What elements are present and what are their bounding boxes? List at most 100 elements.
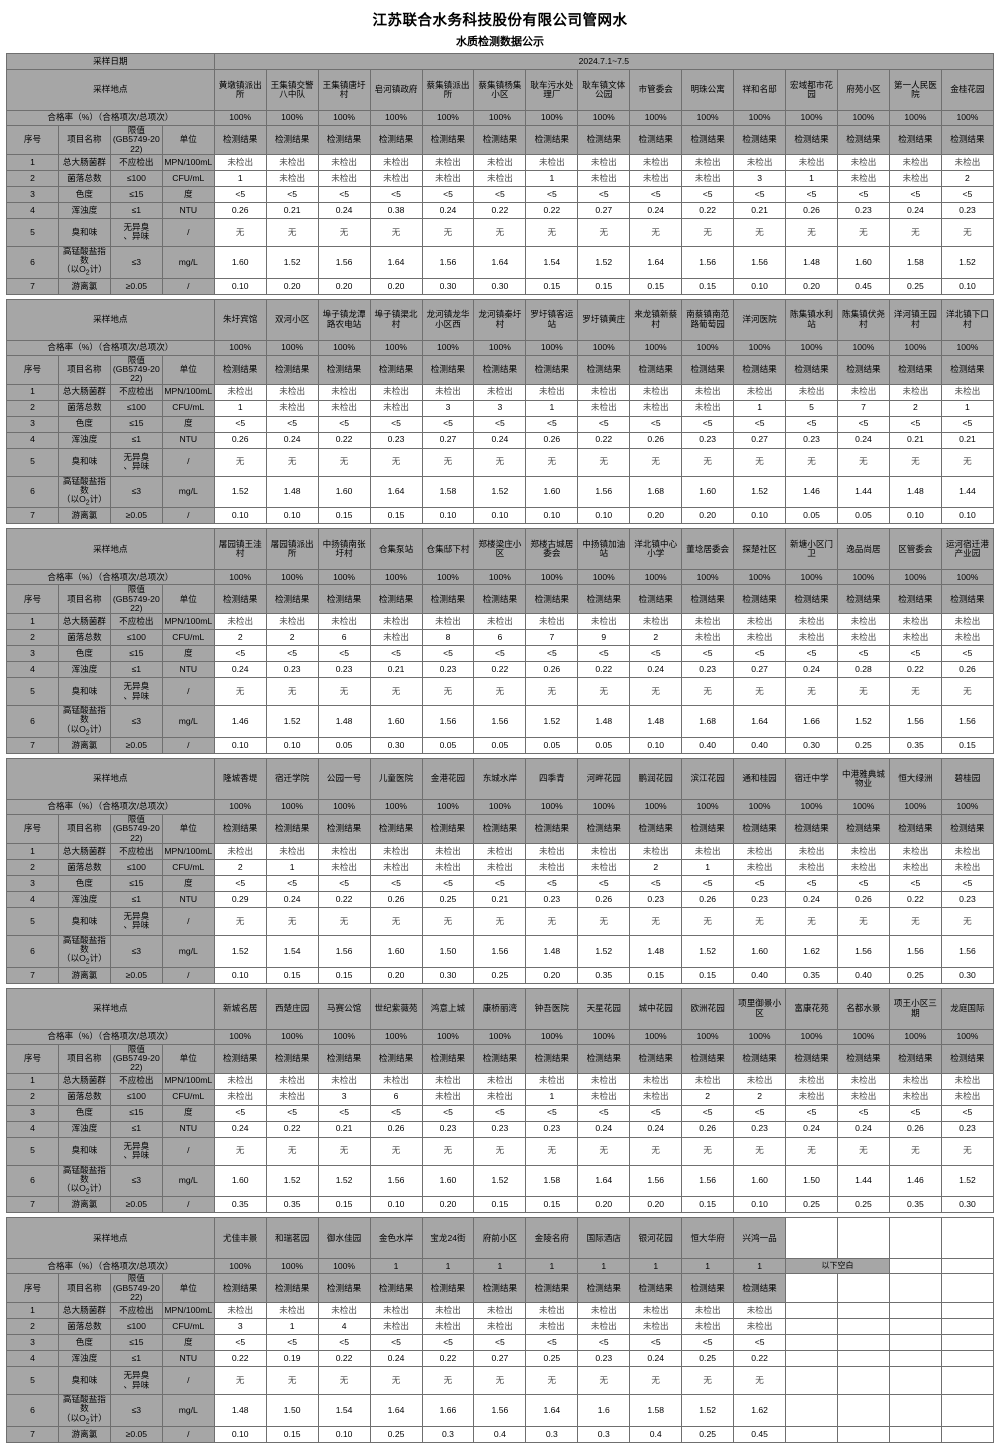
location-header[interactable]: 天星花园 xyxy=(577,987,631,1030)
location-header[interactable]: 蔡集镇杨集小区 xyxy=(473,69,527,111)
location-header[interactable]: 龙庭国际 xyxy=(940,987,995,1030)
location-header[interactable]: 府苑小区 xyxy=(837,69,890,111)
location-header[interactable]: 耿车污水处理厂 xyxy=(525,69,579,111)
location-header[interactable]: 项里御景小区 xyxy=(733,987,787,1030)
location-header[interactable]: 明珠公寓 xyxy=(681,69,735,111)
measurement-cell: 未检出 xyxy=(940,1088,995,1106)
location-header[interactable]: 康桥丽湾 xyxy=(473,987,527,1030)
location-header[interactable]: 区管委会 xyxy=(888,528,942,571)
location-header[interactable]: 朱圩宾馆 xyxy=(213,298,267,341)
measurement-cell: 1.46 xyxy=(785,475,838,509)
location-header[interactable]: 府前小区 xyxy=(473,1217,527,1260)
measurement-cell: 0.22 xyxy=(317,890,371,908)
location-header[interactable]: 世纪紫薇苑 xyxy=(369,987,423,1030)
location-header[interactable]: 第一人民医院 xyxy=(888,69,942,111)
location-header[interactable]: 祥和名邸 xyxy=(733,69,787,111)
location-header[interactable]: 仓集泵站 xyxy=(369,528,423,571)
measurement-cell: 未检出 xyxy=(525,1318,579,1336)
location-header[interactable]: 项王小区三期 xyxy=(888,987,942,1030)
location-header[interactable]: 陈集镇伏尧村 xyxy=(837,298,890,341)
location-header[interactable]: 罗圩镇客运站 xyxy=(525,298,579,341)
location-header[interactable]: 新塘小区门卫 xyxy=(785,528,838,571)
location-header[interactable]: 屠园镇王洼村 xyxy=(213,528,267,571)
location-header[interactable]: 滨江花园 xyxy=(681,758,735,801)
location-header[interactable]: 马赛公馆 xyxy=(317,987,371,1030)
location-header[interactable]: 蔡集镇派出所 xyxy=(421,69,475,111)
location-header[interactable]: 欧洲花园 xyxy=(681,987,735,1030)
location-header[interactable]: 耿车镇文体公园 xyxy=(577,69,631,111)
location-header[interactable]: 探楚社区 xyxy=(733,528,787,571)
location-header[interactable]: 碧桂园 xyxy=(940,758,995,801)
location-header[interactable]: 隆城香堤 xyxy=(213,758,267,801)
col-header-result: 检测结果 xyxy=(213,125,267,155)
location-header[interactable]: 城中花园 xyxy=(629,987,683,1030)
location-header[interactable]: 洋北镇中心小学 xyxy=(629,528,683,571)
location-header[interactable]: 金陵名府 xyxy=(525,1217,579,1260)
location-header[interactable]: 金桂花园 xyxy=(940,69,995,111)
location-header[interactable]: 名都水景 xyxy=(837,987,890,1030)
location-header[interactable]: 运河宿迁港产业园 xyxy=(940,528,995,571)
location-header[interactable]: 龙河镇秦圩村 xyxy=(473,298,527,341)
location-header[interactable]: 尤佳丰景 xyxy=(213,1217,267,1260)
location-header[interactable]: 鸿意上城 xyxy=(421,987,475,1030)
location-header[interactable]: 洋河医院 xyxy=(733,298,787,341)
pass-rate-value: 100% xyxy=(733,1028,787,1045)
location-header[interactable]: 金港花园 xyxy=(421,758,475,801)
location-header[interactable]: 埠子镇渠北村 xyxy=(369,298,423,341)
measurement-cell: 1 xyxy=(525,1088,579,1106)
location-header[interactable]: 金色水岸 xyxy=(369,1217,423,1260)
col-header-result: 检测结果 xyxy=(888,125,942,155)
location-header[interactable]: 国际酒店 xyxy=(577,1217,631,1260)
location-header[interactable]: 宿迁学院 xyxy=(265,758,319,801)
location-header[interactable]: 中港雅典城物业 xyxy=(837,758,890,801)
location-header[interactable]: 四季青 xyxy=(525,758,579,801)
location-header[interactable]: 钟吾医院 xyxy=(525,987,579,1030)
measurement-cell: 未检出 xyxy=(317,399,371,417)
location-header[interactable]: 富康花苑 xyxy=(785,987,838,1030)
location-header[interactable]: 中扬镇加油站 xyxy=(577,528,631,571)
location-header[interactable]: 银河花园 xyxy=(629,1217,683,1260)
location-header[interactable]: 皂河镇政府 xyxy=(369,69,423,111)
location-header[interactable]: 陈集镇水利站 xyxy=(785,298,838,341)
measurement-cell: 1.48 xyxy=(317,705,371,739)
location-header[interactable]: 和瑞茗园 xyxy=(265,1217,319,1260)
measurement-cell: 0.05 xyxy=(473,737,527,755)
location-header[interactable]: 通和桂园 xyxy=(733,758,787,801)
location-header[interactable]: 黄墩镇派出所 xyxy=(213,69,267,111)
location-header[interactable]: 宝龙24街 xyxy=(421,1217,475,1260)
location-header[interactable]: 儿童医院 xyxy=(369,758,423,801)
location-header[interactable]: 河畔花园 xyxy=(577,758,631,801)
location-header[interactable]: 宿迁中学 xyxy=(785,758,838,801)
location-header[interactable]: 逸品尚居 xyxy=(837,528,890,571)
location-header[interactable]: 御水佳园 xyxy=(317,1217,371,1260)
measurement-cell: 无 xyxy=(265,217,319,247)
location-header[interactable]: 仓集邸下村 xyxy=(421,528,475,571)
location-header[interactable]: 西楚庄园 xyxy=(265,987,319,1030)
location-header[interactable]: 郑楼古城居委会 xyxy=(525,528,579,571)
measurement-cell: 0.15 xyxy=(629,277,683,295)
location-header[interactable]: 来龙镇新蔡村 xyxy=(629,298,683,341)
location-header[interactable]: 兴鸿一品 xyxy=(733,1217,787,1260)
location-header[interactable]: 恒大华府 xyxy=(681,1217,735,1260)
location-header[interactable]: 龙河镇龙华小区西 xyxy=(421,298,475,341)
location-header[interactable]: 中扬镇南张圩村 xyxy=(317,528,371,571)
location-header[interactable]: 双河小区 xyxy=(265,298,319,341)
location-header[interactable]: 新城名居 xyxy=(213,987,267,1030)
pass-rate-value: 100% xyxy=(317,799,371,816)
location-header[interactable]: 恒大绿洲 xyxy=(888,758,942,801)
location-header[interactable]: 洋河镇王园村 xyxy=(888,298,942,341)
location-header[interactable]: 王集镇交警八中队 xyxy=(265,69,319,111)
location-header[interactable]: 南蔡镇南范路葡萄园 xyxy=(681,298,735,341)
location-header[interactable]: 市管委会 xyxy=(629,69,683,111)
location-header[interactable]: 洋北镇下口村 xyxy=(940,298,995,341)
location-header[interactable]: 东城水岸 xyxy=(473,758,527,801)
location-header[interactable]: 郑楼梁庄小区 xyxy=(473,528,527,571)
location-header[interactable]: 埠子镇龙潭路农电站 xyxy=(317,298,371,341)
location-header[interactable]: 屠园镇派出所 xyxy=(265,528,319,571)
location-header[interactable]: 宏域都市花园 xyxy=(785,69,838,111)
location-header[interactable]: 王集镇唐圩村 xyxy=(317,69,371,111)
location-header[interactable]: 公园一号 xyxy=(317,758,371,801)
location-header[interactable]: 罗圩镇黄庄 xyxy=(577,298,631,341)
location-header[interactable]: 鹏润花园 xyxy=(629,758,683,801)
location-header[interactable]: 董埝居委会 xyxy=(681,528,735,571)
